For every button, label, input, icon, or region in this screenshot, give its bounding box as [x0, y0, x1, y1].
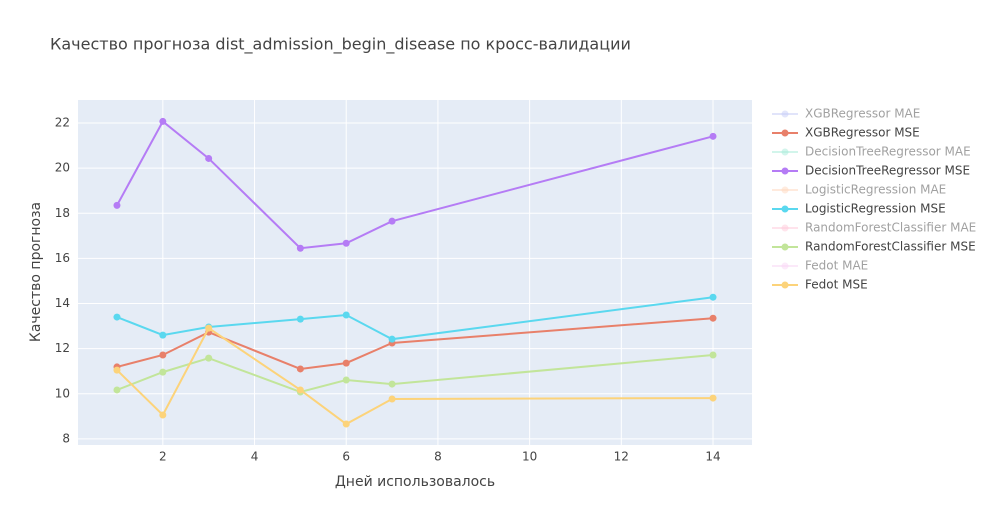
series-marker: [709, 351, 717, 359]
y-tick-label: 18: [55, 206, 70, 220]
legend-swatch[interactable]: [781, 186, 789, 194]
y-tick-label: 14: [55, 296, 70, 310]
legend-swatch[interactable]: [781, 129, 789, 137]
series-marker: [296, 315, 304, 323]
y-tick-label: 12: [55, 341, 70, 355]
series-marker: [388, 217, 396, 225]
legend-label[interactable]: Fedot MAE: [805, 259, 868, 273]
legend-label[interactable]: LogisticRegression MAE: [805, 183, 946, 197]
series-marker: [159, 368, 167, 376]
legend-swatch[interactable]: [781, 205, 789, 213]
x-axis-label: Дней использовалось: [335, 474, 495, 490]
y-tick-label: 16: [55, 251, 70, 265]
plot-area: [78, 100, 752, 445]
x-tick-label: 6: [342, 450, 350, 464]
y-tick-label: 8: [62, 431, 70, 445]
legend-label[interactable]: RandomForestClassifier MAE: [805, 221, 976, 235]
series-marker: [159, 351, 167, 359]
series-marker: [296, 244, 304, 252]
series-marker: [159, 331, 167, 339]
series-marker: [342, 376, 350, 384]
y-tick-label: 10: [55, 386, 70, 400]
y-tick-label: 20: [55, 161, 70, 175]
series-marker: [159, 411, 167, 419]
series-marker: [296, 365, 304, 373]
series-marker: [113, 313, 121, 321]
series-marker: [342, 359, 350, 367]
series-marker: [342, 239, 350, 247]
legend-swatch[interactable]: [781, 110, 789, 118]
legend-label[interactable]: Fedot MSE: [805, 278, 868, 292]
legend-swatch[interactable]: [781, 281, 789, 289]
x-tick-label: 2: [159, 450, 167, 464]
series-marker: [388, 395, 396, 403]
legend-swatch[interactable]: [781, 148, 789, 156]
x-tick-label: 10: [522, 450, 537, 464]
legend-label[interactable]: XGBRegressor MAE: [805, 107, 920, 121]
series-marker: [388, 335, 396, 343]
series-marker: [205, 324, 213, 332]
series-marker: [159, 117, 167, 125]
chart-title: Качество прогноза dist_admission_begin_d…: [50, 35, 631, 55]
x-tick-label: 14: [705, 450, 720, 464]
legend-swatch[interactable]: [781, 224, 789, 232]
series-marker: [342, 420, 350, 428]
series-marker: [388, 380, 396, 388]
series-marker: [113, 201, 121, 209]
series-marker: [342, 311, 350, 319]
series-marker: [113, 386, 121, 394]
series-marker: [709, 293, 717, 301]
legend-label[interactable]: DecisionTreeRegressor MAE: [805, 145, 971, 159]
series-marker: [113, 366, 121, 374]
series-marker: [709, 314, 717, 322]
series-marker: [205, 354, 213, 362]
series-marker: [709, 132, 717, 140]
legend-label[interactable]: DecisionTreeRegressor MSE: [805, 164, 970, 178]
x-tick-label: 4: [251, 450, 259, 464]
y-tick-label: 22: [55, 116, 70, 130]
legend-swatch[interactable]: [781, 243, 789, 251]
legend-label[interactable]: RandomForestClassifier MSE: [805, 240, 976, 254]
y-axis-label: Качество прогноза: [28, 202, 44, 342]
legend-label[interactable]: LogisticRegression MSE: [805, 202, 946, 216]
series-marker: [296, 386, 304, 394]
legend-swatch[interactable]: [781, 262, 789, 270]
series-marker: [709, 394, 717, 402]
series-marker: [205, 154, 213, 162]
legend-label[interactable]: XGBRegressor MSE: [805, 126, 920, 140]
x-tick-label: 8: [434, 450, 442, 464]
legend-swatch[interactable]: [781, 167, 789, 175]
x-tick-label: 12: [614, 450, 629, 464]
